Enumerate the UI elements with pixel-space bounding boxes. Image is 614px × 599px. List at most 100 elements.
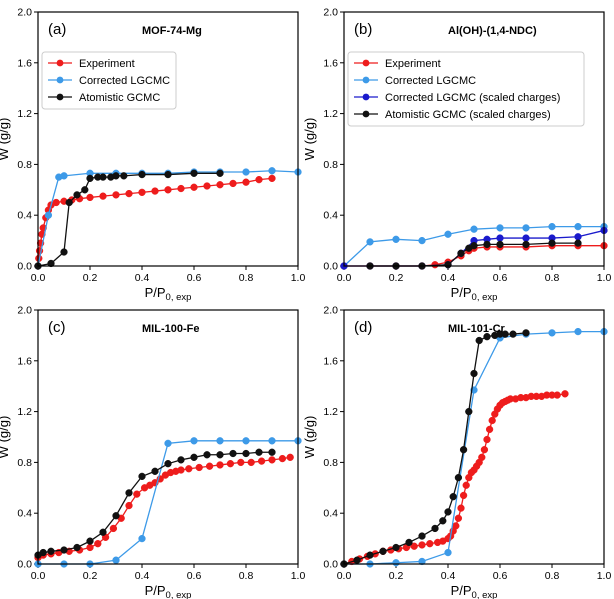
data-point [457, 249, 465, 257]
data-point [457, 504, 465, 512]
x-tick-label: 1.0 [597, 272, 612, 284]
data-point [379, 547, 387, 555]
data-point [480, 446, 489, 454]
data-point [39, 548, 47, 557]
data-point [353, 556, 361, 564]
data-point [444, 230, 452, 238]
x-tick-label: 0.6 [187, 570, 202, 582]
x-tick-label: 0.8 [239, 570, 254, 582]
panel-label: (a) [48, 21, 66, 38]
x-axis-label-subscript: 0, exp [166, 292, 192, 303]
x-tick-label: 0.6 [187, 272, 202, 284]
data-point [112, 172, 120, 180]
y-tick-label: 0.4 [323, 508, 338, 520]
y-tick-label: 0.4 [17, 210, 32, 222]
data-point [216, 461, 224, 469]
legend-marker [56, 76, 64, 84]
panel-label: (b) [354, 21, 372, 38]
data-point [444, 548, 452, 557]
data-point [125, 189, 133, 198]
data-point [216, 451, 224, 459]
data-point [439, 517, 447, 525]
data-point [496, 224, 504, 232]
data-point [242, 449, 250, 458]
data-point [459, 491, 468, 500]
legend-item: Corrected LGCMC (scaled charges) [354, 92, 560, 104]
data-point [237, 458, 245, 467]
data-point [548, 329, 556, 337]
x-tick-label: 0.2 [389, 272, 404, 284]
panel-a: 0.0 0.2 0.4 0.6 0.8 1.0 0.0 0.4 0.8 1.2 1.6 2.0 P/P0… [0, 7, 305, 304]
legend-label: Experiment [79, 58, 135, 70]
chart-title: Al(OH)-(1,4-NDC) [448, 25, 537, 37]
data-point [125, 489, 133, 497]
data-point [465, 407, 473, 416]
data-point [164, 439, 172, 448]
data-point [418, 532, 426, 540]
x-tick-label: 0.2 [83, 272, 98, 284]
x-axis-label-main: P/P [145, 285, 166, 300]
data-point [52, 198, 60, 207]
x-tick-label: 0.4 [441, 272, 456, 284]
data-point [501, 330, 509, 338]
data-point [177, 466, 185, 474]
legend-item: Experiment [354, 58, 441, 70]
data-point [454, 473, 463, 482]
data-point [449, 493, 457, 501]
data-point [496, 240, 504, 249]
data-point [125, 501, 133, 510]
y-axis-label: W (g/g) [0, 118, 11, 161]
y-tick-label: 0.4 [323, 210, 338, 222]
data-point [452, 522, 460, 530]
x-axis-label-subscript: 0, exp [472, 590, 498, 599]
data-point [229, 179, 237, 188]
y-tick-label: 2.0 [17, 7, 32, 19]
data-point [509, 330, 517, 338]
data-point [462, 481, 470, 489]
data-point [255, 448, 263, 456]
y-tick-label: 0.8 [323, 457, 338, 469]
x-tick-label: 1.0 [291, 570, 306, 582]
y-tick-label: 1.6 [323, 57, 338, 69]
y-tick-label: 2.0 [323, 7, 338, 19]
y-tick-label: 1.2 [17, 108, 32, 120]
x-tick-label: 0.2 [83, 570, 98, 582]
data-point [522, 224, 530, 232]
data-point [242, 178, 250, 186]
data-point [426, 540, 434, 548]
data-point [195, 463, 203, 472]
y-tick-label: 0.0 [323, 261, 338, 273]
legend-box [41, 51, 177, 110]
data-point [120, 172, 128, 180]
data-point [366, 238, 374, 246]
data-point [138, 170, 146, 179]
data-point [47, 547, 55, 555]
data-point [242, 437, 250, 445]
y-tick-label: 1.6 [323, 355, 338, 367]
data-point [73, 191, 81, 199]
data-point [470, 225, 478, 233]
data-point [203, 182, 211, 190]
data-point [99, 173, 107, 181]
x-tick-label: 1.0 [597, 570, 612, 582]
y-tick-label: 0.8 [17, 457, 32, 469]
data-point [86, 543, 94, 552]
data-point [548, 222, 556, 231]
data-point [216, 437, 224, 445]
data-point [60, 546, 68, 554]
data-point [164, 186, 172, 194]
legend-label: Corrected LGCMC [385, 75, 476, 87]
data-point [483, 435, 491, 444]
data-point [164, 460, 172, 468]
x-tick-label: 0.0 [337, 272, 352, 284]
data-point [73, 543, 81, 552]
data-point [470, 369, 478, 378]
panel-b: 0.0 0.2 0.4 0.6 0.8 1.0 0.0 0.4 0.8 1.2 1.6 2.0 P/P0… [302, 7, 611, 304]
data-point [60, 172, 68, 180]
legend-marker [362, 59, 370, 67]
legend-label: Corrected LGCMC (scaled charges) [385, 92, 560, 104]
x-axis-label: P/P0, exp [451, 583, 498, 599]
data-point [553, 391, 561, 399]
y-tick-label: 0.0 [323, 559, 338, 571]
